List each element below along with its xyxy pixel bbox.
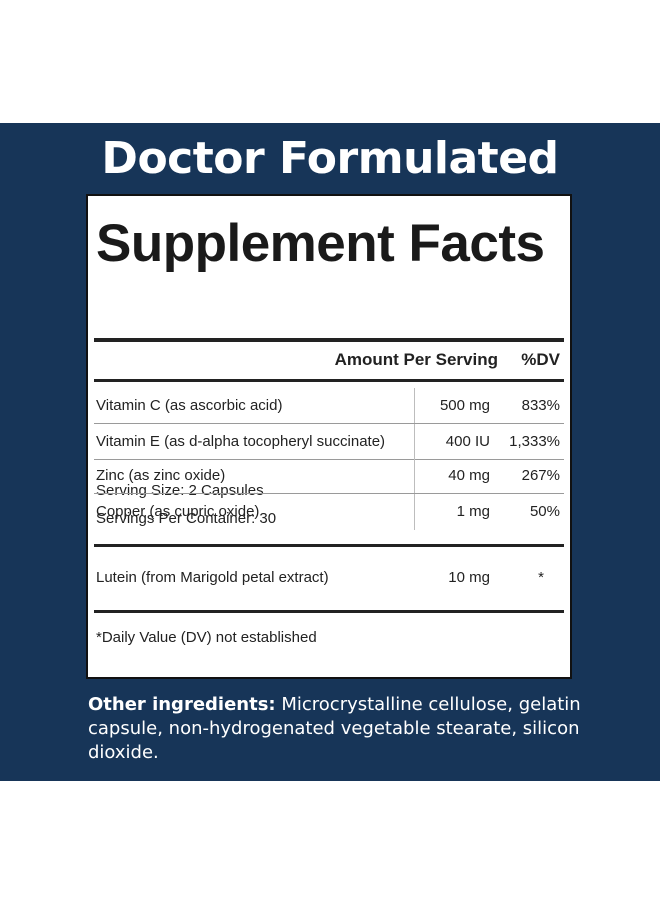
header-dv: %DV: [521, 350, 560, 369]
serving-size: Serving Size: 2 Capsules: [96, 482, 264, 499]
nutrient-name: Copper (as cupric oxide): [96, 503, 260, 520]
header-amount: Amount Per Serving: [334, 350, 498, 369]
table-row: Copper (as cupric oxide) 1 mg 50%: [94, 494, 564, 530]
nutrient-dv: 267%: [521, 467, 560, 484]
nutrient-name: Lutein (from Marigold petal extract): [96, 569, 329, 586]
rule-under-header: [94, 379, 564, 382]
column-divider: [414, 424, 415, 460]
nutrient-name: Vitamin C (as ascorbic acid): [96, 397, 283, 414]
nutrient-amount: 1 mg: [456, 503, 490, 520]
column-divider: [414, 494, 415, 530]
nutrient-amount: 10 mg: [448, 569, 490, 586]
row-divider: [94, 423, 564, 424]
column-divider: [414, 458, 415, 494]
servings-per-container: Servings Per Container: 30: [96, 510, 277, 527]
column-divider: [414, 388, 415, 424]
nutrient-dv: *: [538, 569, 544, 586]
nutrient-dv: 833%: [521, 397, 560, 414]
nutrient-dv: 50%: [529, 503, 560, 520]
nutrient-name: Vitamin E (as d-alpha tocopheryl succina…: [96, 433, 386, 450]
other-ingredients: Other ingredients: Microcrystalline cell…: [88, 693, 588, 765]
row-divider: [94, 459, 564, 460]
nutrient-amount: 40 mg: [448, 467, 490, 484]
footnote: *Daily Value (DV) not established: [96, 629, 317, 646]
table-row: Lutein (from Marigold petal extract) 10 …: [94, 560, 564, 596]
other-ingredients-text: Microcrystalline cellulose, gelatin caps…: [88, 694, 581, 763]
nutrient-amount: 500 mg: [439, 397, 490, 414]
headline: Doctor Formulated: [101, 133, 559, 184]
table-row: Vitamin C (as ascorbic acid) 500 mg 833%: [94, 388, 564, 424]
thick-rule-top: [94, 338, 564, 342]
row-divider: [94, 493, 564, 494]
nutrient-dv: 1,333%: [509, 433, 560, 450]
rule-bottom: [94, 610, 564, 613]
nutrient-name: Zinc (as zinc oxide): [96, 467, 226, 484]
other-ingredients-label: Other ingredients:: [88, 694, 276, 715]
table-row: Vitamin E (as d-alpha tocopheryl succina…: [94, 424, 564, 460]
table-row: Zinc (as zinc oxide) 40 mg 267%: [94, 458, 564, 494]
nutrient-amount: 400 IU: [445, 433, 490, 450]
rule-above-lutein: [94, 544, 564, 547]
supplement-facts-panel: Supplement Facts Serving Size: 2 Capsule…: [86, 194, 572, 679]
panel-title: Supplement Facts: [96, 214, 545, 273]
